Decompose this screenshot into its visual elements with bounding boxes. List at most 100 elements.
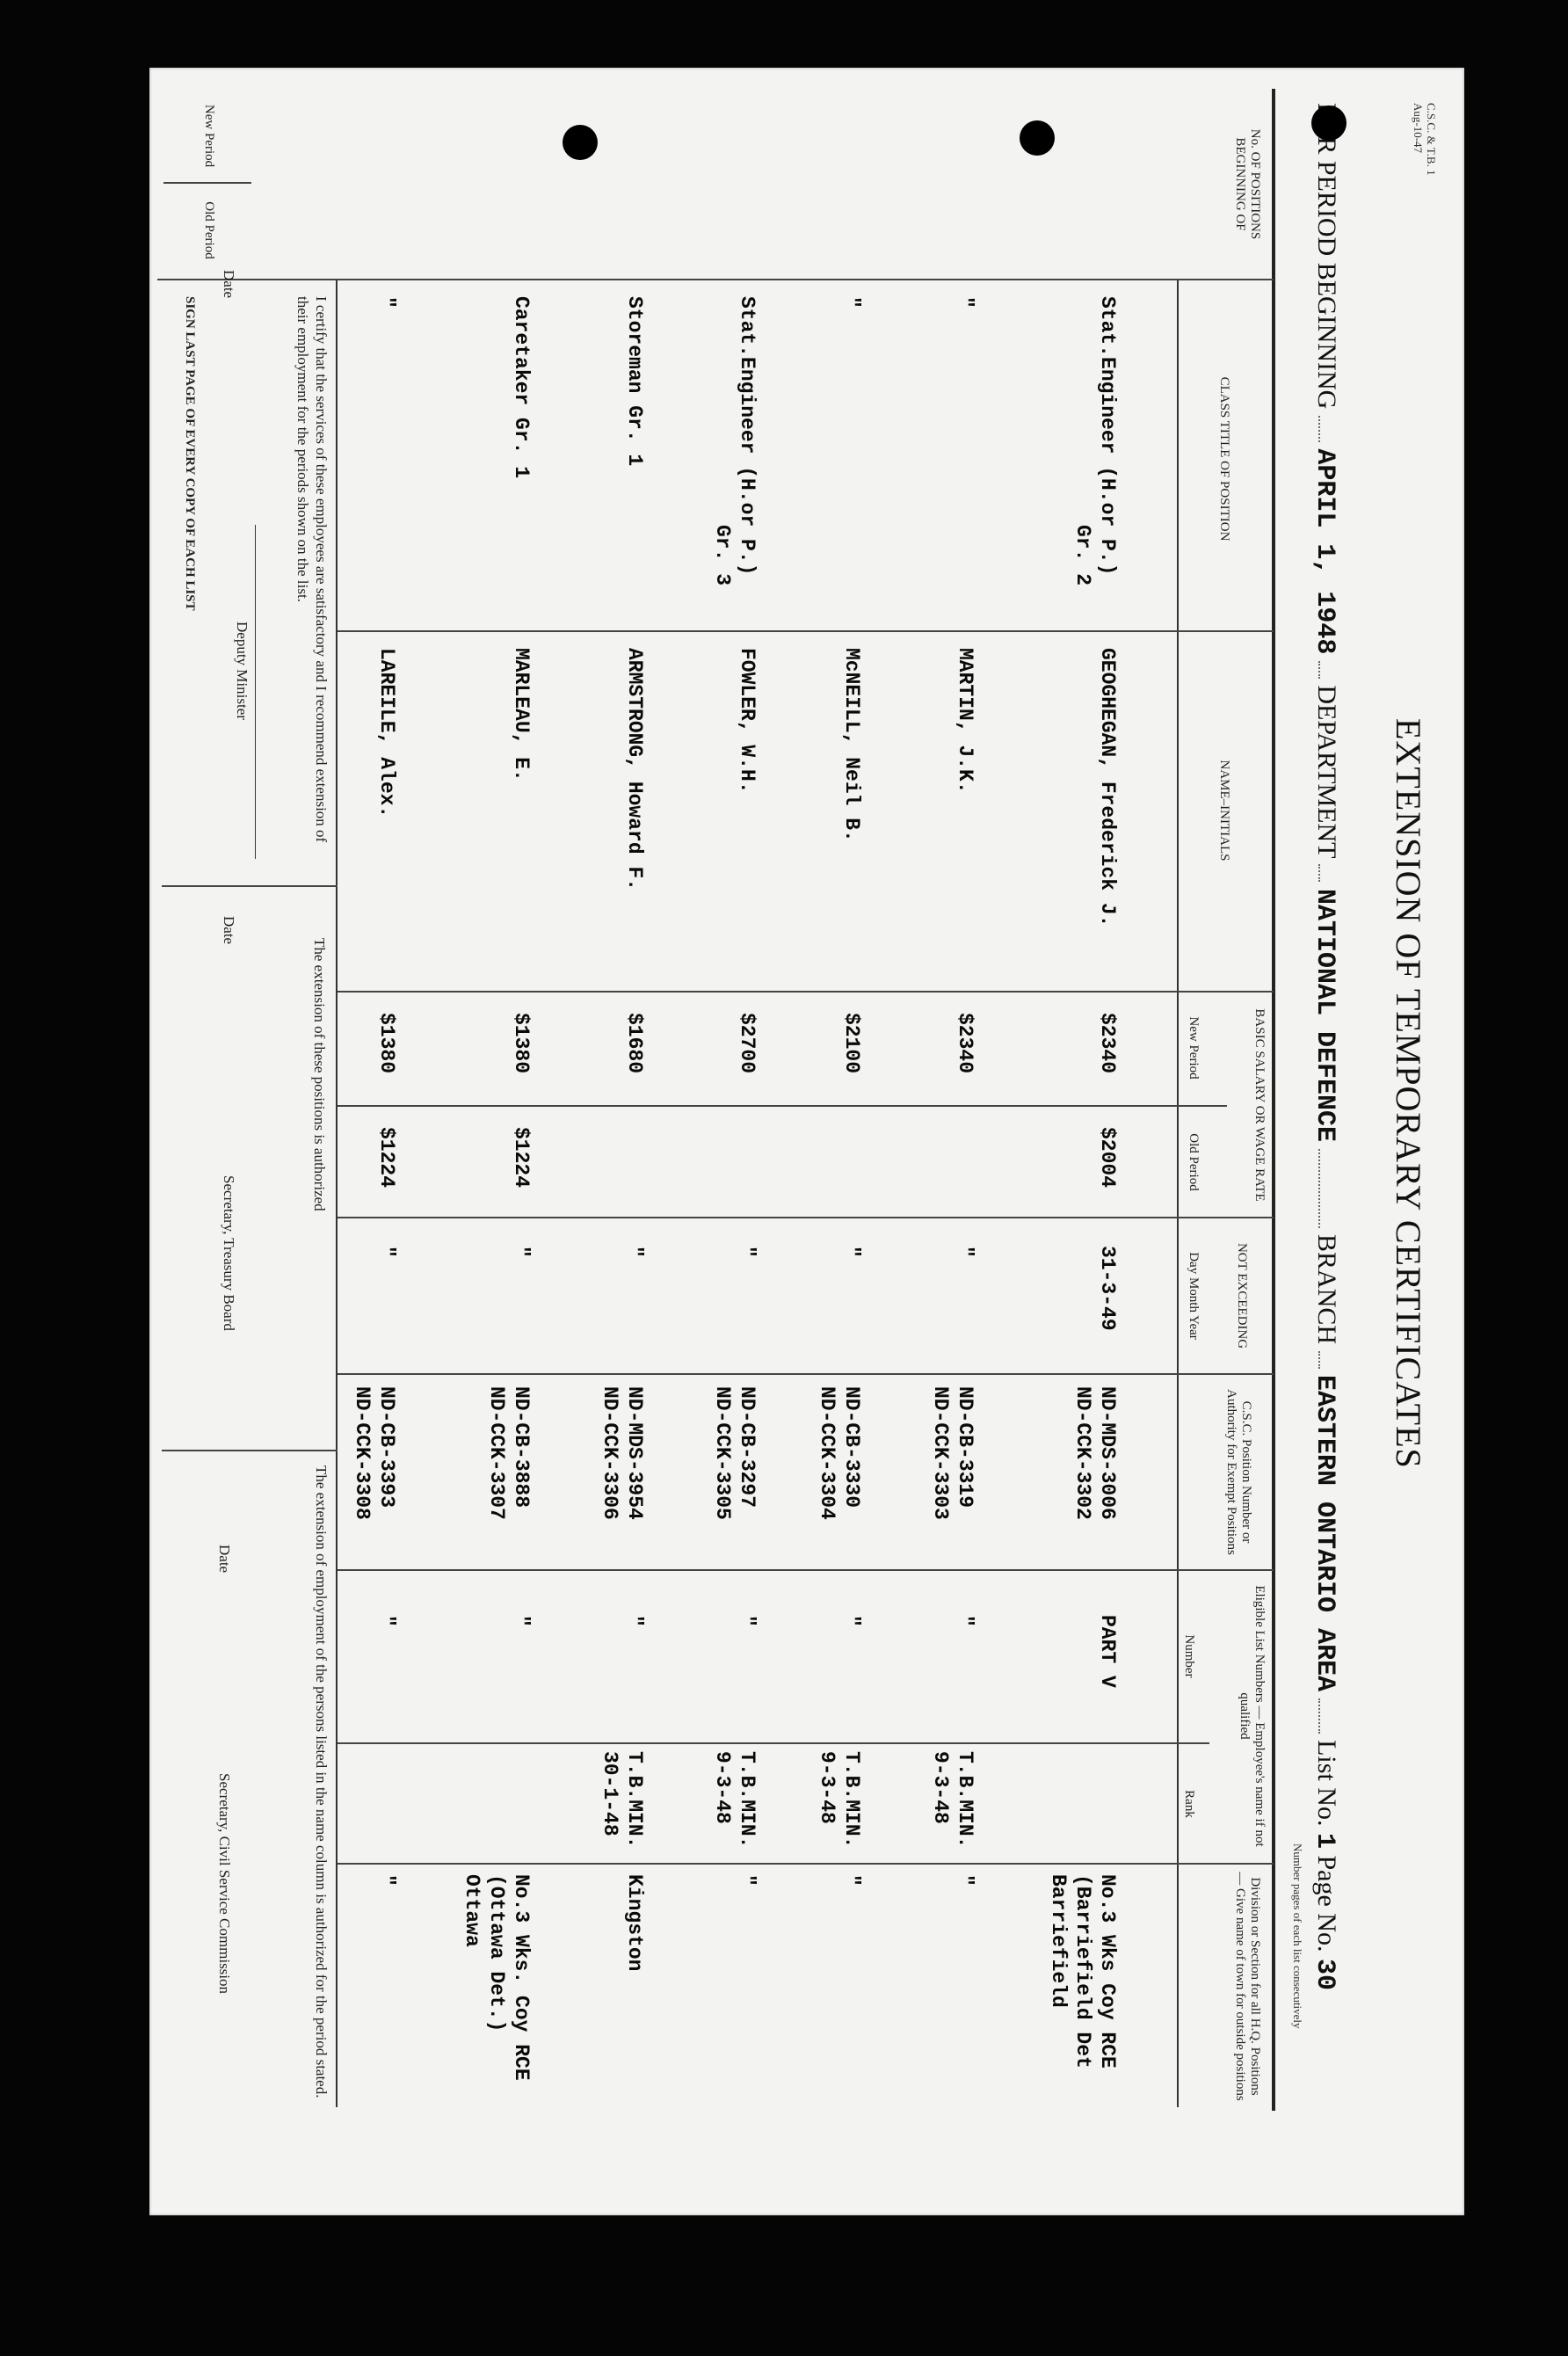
table-bottom-rule xyxy=(336,279,338,2107)
cell-eligible-rank2: 9-3-48 xyxy=(929,1751,952,1824)
col-header-not-exceeding-sub: Day Month Year xyxy=(1187,1252,1201,1340)
col-header-positions-new: New Period xyxy=(202,104,216,168)
punch-hole xyxy=(1311,105,1347,141)
cell-csc2: ND-CCK-3308 xyxy=(351,1386,374,1520)
cell-division: No.3 Wks. Coy RCE xyxy=(510,1874,533,2081)
cell-eligible-rank2: 30-1-48 xyxy=(599,1751,621,1836)
col-header-name: NAME–INITIALS xyxy=(1217,760,1231,862)
cell-csc2: ND-CCK-3305 xyxy=(711,1386,734,1520)
cell-not-exceeding: " xyxy=(840,1246,863,1258)
document-page: C.S.C. & T.B. 1 Aug-10-47 EXTENSION OF T… xyxy=(149,68,1464,2215)
date-label: Date xyxy=(221,916,237,945)
cell-salary-new: $1680 xyxy=(623,1013,646,1074)
col-divider xyxy=(338,991,1274,993)
cell-eligible-rank2: 9-3-48 xyxy=(711,1751,734,1824)
cell-salary-old: $1224 xyxy=(510,1127,533,1189)
deputy-minister-label: Deputy Minister xyxy=(234,622,250,720)
punch-hole xyxy=(563,125,598,160)
col-divider xyxy=(338,1217,1274,1218)
page-value: 30 xyxy=(1310,1958,1339,1990)
cell-class-title: Storeman Gr. 1 xyxy=(623,296,646,467)
cell-not-exceeding: " xyxy=(375,1246,398,1258)
department-label: DEPARTMENT xyxy=(1312,685,1341,858)
cell-salary-new: $2700 xyxy=(736,1013,759,1074)
col-header-eligible-rank: Rank xyxy=(1182,1790,1196,1818)
cell-salary-new: $1380 xyxy=(510,1013,533,1074)
col-divider xyxy=(163,182,251,184)
sign-note: SIGN LAST PAGE OF EVERY COPY OF EACH LIS… xyxy=(183,296,197,611)
col-divider xyxy=(338,1863,1274,1865)
cell-division2: (Ottawa Det.) xyxy=(485,1874,508,2032)
period-value: APRIL 1, 1948 xyxy=(1310,448,1339,655)
cell-csc1: ND-CB-3297 xyxy=(736,1386,759,1509)
col-header-not-exceeding: NOT EXCEEDING xyxy=(1235,1242,1249,1349)
cell-csc1: ND-MDS-3954 xyxy=(623,1386,646,1520)
col-divider xyxy=(338,1373,1274,1375)
cell-not-exceeding: " xyxy=(736,1246,759,1258)
cell-name: ARMSTRONG, Howard F. xyxy=(623,648,646,891)
department-value: NATIONAL DEFENCE xyxy=(1310,888,1339,1143)
cell-class-title: Caretaker Gr. 1 xyxy=(510,296,533,479)
branch-value: EASTERN ONTARIO AREA xyxy=(1310,1375,1339,1692)
cell-eligible-number: " xyxy=(375,1615,398,1627)
cell-salary-old: $2004 xyxy=(1096,1127,1119,1189)
cell-division: " xyxy=(736,1874,759,1887)
cell-class-title: " xyxy=(954,296,976,309)
cell-csc1: ND-MDS-3006 xyxy=(1096,1386,1119,1520)
certify-text: I certify that the services of these emp… xyxy=(294,296,330,843)
cell-salary-old: $1224 xyxy=(375,1127,398,1189)
cell-class-title: " xyxy=(840,296,863,309)
branch-label: BRANCH xyxy=(1312,1234,1341,1345)
col-header-csc: C.S.C. Position Number or Authority for … xyxy=(1224,1389,1253,1555)
page-note: Number pages of each list consecutively xyxy=(1291,1843,1304,2029)
cell-salary-new: $2340 xyxy=(1096,1013,1119,1074)
cell-name: GEOGHEGAN, Frederick J. xyxy=(1096,648,1119,927)
cell-division: " xyxy=(375,1874,398,1887)
col-header-class-title: CLASS TITLE OF POSITION xyxy=(1217,376,1231,542)
header-line: FOR PERIOD BEGINNING APRIL 1, 1948 DEPAR… xyxy=(1310,103,1341,1990)
footer-divider xyxy=(162,885,338,887)
cell-not-exceeding: " xyxy=(954,1246,976,1258)
col-header-division: Division or Section for all H.Q. Positio… xyxy=(1233,1872,1262,2101)
cell-class-title: Stat.Engineer (H.or P.) xyxy=(1096,296,1119,576)
cell-salary-new: $1380 xyxy=(375,1013,398,1074)
col-divider xyxy=(338,1742,1209,1744)
cell-eligible-number: " xyxy=(840,1615,863,1627)
list-value: 1 xyxy=(1310,1832,1339,1849)
punch-hole xyxy=(1020,120,1055,156)
cell-division3: Barriefield xyxy=(1047,1874,1070,2008)
csc-secretary-label: Secretary, Civil Service Commission xyxy=(216,1773,233,1995)
cell-eligible-rank: T.B.MIN. xyxy=(954,1751,976,1849)
cell-csc1: ND-CB-3888 xyxy=(510,1386,533,1509)
cell-class-title: " xyxy=(375,296,398,309)
col-header-salary-old: Old Period xyxy=(1187,1133,1201,1191)
cell-division3: Ottawa xyxy=(461,1874,483,1947)
form-number-text: C.S.C. & T.B. 1 xyxy=(1425,103,1438,176)
cell-eligible-rank: T.B.MIN. xyxy=(840,1751,863,1849)
form-landscape: C.S.C. & T.B. 1 Aug-10-47 EXTENSION OF T… xyxy=(149,68,1464,2215)
cell-csc2: ND-CCK-3304 xyxy=(816,1386,838,1520)
cell-not-exceeding: " xyxy=(510,1246,533,1258)
cell-csc1: ND-CB-3319 xyxy=(954,1386,976,1509)
signature-line xyxy=(255,525,256,859)
cell-eligible-number: " xyxy=(623,1615,646,1627)
cell-eligible-rank: T.B.MIN. xyxy=(736,1751,759,1849)
cell-class-title: Stat.Engineer (H.or P.) xyxy=(736,296,759,576)
col-divider xyxy=(338,630,1274,632)
col-header-positions-old: Old Period xyxy=(202,201,216,259)
cell-csc2: ND-CCK-3303 xyxy=(929,1386,952,1520)
cell-csc2: ND-CCK-3307 xyxy=(485,1386,508,1520)
col-header-positions: No. OF POSITIONS BEGINNING OF xyxy=(1233,128,1262,240)
col-header-eligible-number: Number xyxy=(1182,1634,1196,1678)
cell-name: MARLEAU, E. xyxy=(510,648,533,782)
col-header-salary: BASIC SALARY OR WAGE RATE xyxy=(1252,1008,1267,1202)
date-label: Date xyxy=(216,1545,233,1574)
csc-authorized-text: The extension of employment of the perso… xyxy=(313,1465,330,2098)
cell-division: No.3 Wks Coy RCE xyxy=(1096,1874,1119,2069)
cell-not-exceeding: 31-3-49 xyxy=(1096,1246,1119,1331)
cell-division2: (Barriefield Det xyxy=(1071,1874,1094,2069)
cell-eligible-number: PART V xyxy=(1096,1615,1119,1688)
period-label: FOR PERIOD BEGINNING xyxy=(1312,103,1341,410)
tb-secretary-label: Secretary, Treasury Board xyxy=(221,1175,237,1331)
col-header-salary-new: New Period xyxy=(1187,1016,1201,1080)
